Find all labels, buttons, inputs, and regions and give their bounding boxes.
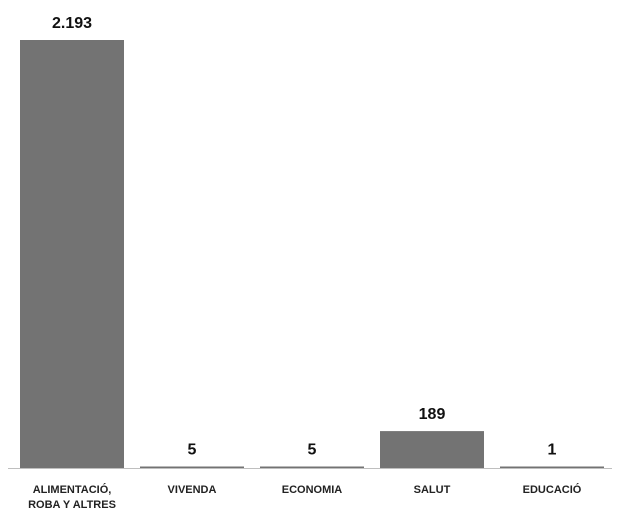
bar-2 [260,466,364,468]
data-label-3: 189 [419,406,446,423]
data-label-4: 1 [548,442,557,459]
bar-3 [380,431,484,468]
category-label-2: ECONOMIA [282,484,343,496]
data-label-2: 5 [308,442,317,459]
data-label-1: 5 [188,442,197,459]
bar-1 [140,466,244,468]
category-label-1: VIVENDA [168,484,217,496]
bars-group [20,40,604,468]
bar-4 [500,466,604,468]
value-labels-group: 2.193 5 5 189 1 [52,15,557,459]
category-label-4: EDUCACIÓ [523,483,582,496]
bar-0 [20,40,124,468]
data-label-0: 2.193 [52,15,92,32]
category-labels-group: ALIMENTACIÓ, ROBA Y ALTRES VIVENDA ECONOMIA… [28,483,582,510]
category-label-3: SALUT [414,484,451,496]
category-label-0: ALIMENTACIÓ, ROBA Y ALTRES [28,483,116,510]
